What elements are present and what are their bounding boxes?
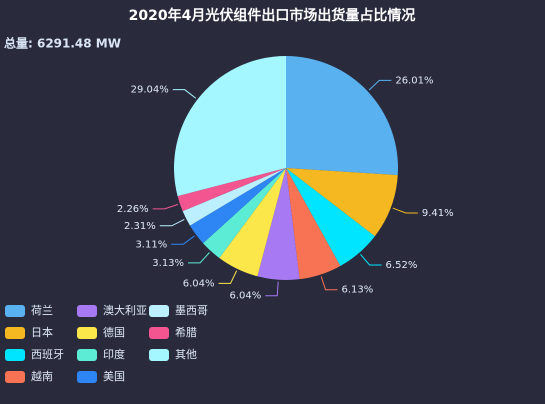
legend-swatch	[77, 327, 97, 339]
legend-label: 越南	[31, 369, 53, 383]
leader-line	[360, 254, 382, 266]
leader-line	[171, 235, 195, 245]
legend-swatch	[149, 349, 169, 361]
pie-slice	[189, 168, 286, 244]
legend-label: 德国	[103, 325, 125, 339]
legend-swatch	[5, 371, 25, 383]
pie-slice	[286, 56, 398, 176]
chart-title: 2020年4月光伏组件出口市场出货量占比情况	[129, 7, 416, 24]
legend-label: 西班牙	[31, 348, 64, 361]
data-label: 3.11%	[135, 239, 167, 250]
leader-line	[152, 203, 179, 210]
pie-slice	[286, 168, 341, 280]
pie-slice	[286, 168, 375, 266]
legend-swatch	[77, 371, 97, 383]
leader-line	[265, 281, 279, 297]
pie-slice	[203, 168, 286, 258]
leader-line	[368, 79, 392, 91]
legend-label: 墨西哥	[175, 304, 208, 317]
pie-slice	[174, 56, 286, 197]
legend-swatch	[5, 349, 25, 361]
data-label: 6.04%	[183, 278, 215, 289]
data-label: 2.26%	[117, 204, 149, 215]
data-label: 29.04%	[131, 85, 169, 96]
legend-swatch	[149, 305, 169, 317]
pie-slice	[286, 168, 398, 237]
legend-swatch	[5, 305, 25, 317]
leader-line	[320, 276, 338, 291]
data-label: 3.13%	[152, 258, 184, 269]
legend-swatch	[149, 327, 169, 339]
data-label: 6.13%	[342, 285, 374, 296]
legend-swatch	[77, 305, 97, 317]
leader-line	[188, 252, 210, 264]
leader-line	[159, 219, 185, 227]
data-label: 2.31%	[124, 221, 156, 232]
legend-label: 美国	[103, 370, 125, 383]
leader-line	[392, 207, 418, 214]
data-label: 26.01%	[395, 75, 433, 86]
data-label: 9.41%	[422, 208, 454, 219]
leader-line	[218, 270, 238, 284]
pie-slice	[219, 168, 286, 277]
pie-slice	[182, 168, 286, 226]
legend-swatch	[77, 349, 97, 361]
legend-label: 希腊	[175, 325, 197, 339]
legend-label: 荷兰	[31, 304, 53, 317]
chart-subtitle: 总量: 6291.48 MW	[4, 36, 121, 51]
legend-label: 日本	[31, 325, 53, 339]
legend-label: 印度	[103, 347, 125, 361]
data-label: 6.04%	[229, 291, 261, 302]
leader-line	[172, 89, 197, 99]
pie-slice	[257, 168, 300, 281]
legend-swatch	[5, 327, 25, 339]
legend-label: 其他	[175, 348, 197, 361]
pie-slice	[177, 168, 286, 212]
data-label: 6.52%	[386, 260, 418, 271]
legend-label: 澳大利亚	[103, 303, 147, 317]
